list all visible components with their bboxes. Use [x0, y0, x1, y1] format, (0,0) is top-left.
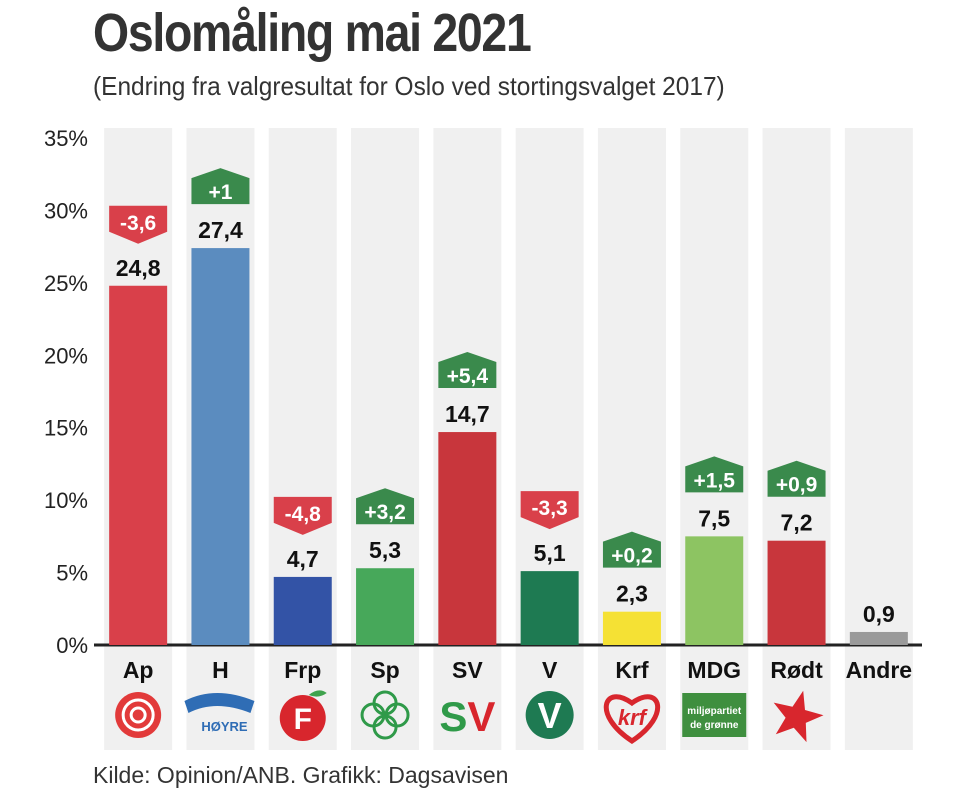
- krf-heart-icon: krf: [603, 694, 661, 744]
- value-label-SV: 14,7: [445, 401, 490, 427]
- value-label-H: 27,4: [198, 217, 243, 243]
- clover-leaf: [360, 702, 386, 728]
- venstre-circle: [525, 691, 574, 739]
- party-label-Krf: Krf: [615, 657, 649, 683]
- venstre-letter: V: [538, 695, 562, 736]
- mdg-box: [682, 693, 747, 737]
- change-badge-V: [520, 491, 579, 530]
- rodt-star-icon: [773, 690, 824, 743]
- venstre-logo: V: [525, 691, 574, 739]
- change-label-MDG: +1,5: [694, 469, 736, 492]
- change-badge-Frp: [273, 496, 332, 535]
- change-label-SV: +5,4: [447, 365, 489, 388]
- change-badge-Ap: [109, 205, 168, 244]
- change-badge-MDG: [685, 456, 744, 493]
- value-label-Sp: 5,3: [369, 537, 401, 563]
- party-label-MDG: MDG: [687, 657, 741, 683]
- hoyre-swoosh: [184, 693, 255, 713]
- change-badge-H: [191, 168, 250, 205]
- rodt-star: [773, 690, 824, 743]
- bar-MDG: [685, 536, 744, 645]
- value-label-Ap: 24,8: [116, 255, 161, 281]
- value-label-MDG: 7,5: [698, 505, 730, 531]
- change-badges: -3,6 +1 -4,8 +3,2 +5,4 -3,3 +0,2 +1,5 +0,9: [109, 168, 826, 568]
- mdg-text-line2: de grønne: [690, 720, 739, 731]
- y-tick-label: 15%: [44, 416, 88, 441]
- change-badge-Sp: [356, 488, 415, 525]
- change-label-Sp: +3,2: [364, 501, 405, 524]
- value-label-V: 5,1: [534, 540, 566, 566]
- change-label-H: +1: [208, 181, 232, 204]
- change-badge-SV: [438, 352, 497, 389]
- source-note: Kilde: Opinion/ANB. Grafikk: Dagsavisen: [93, 762, 509, 788]
- y-tick-label: 0%: [56, 633, 88, 658]
- change-label-Rødt: +0,9: [776, 474, 817, 497]
- bar-Andre: [849, 631, 908, 645]
- value-label-Krf: 2,3: [616, 581, 648, 607]
- krf-heart: [603, 694, 661, 744]
- bar-Rødt: [767, 540, 826, 645]
- mdg-text-line1: miljøpartiet: [687, 706, 742, 717]
- bar-Frp: [273, 576, 332, 645]
- bars: [109, 248, 908, 645]
- party-label-Rødt: Rødt: [770, 657, 823, 683]
- change-label-Ap: -3,6: [120, 212, 156, 235]
- party-label-Andre: Andre: [846, 657, 912, 683]
- bar-H: [191, 248, 250, 645]
- sv-text: SV: [439, 693, 495, 740]
- party-label-H: H: [212, 657, 229, 683]
- y-tick-label: 20%: [44, 343, 88, 368]
- apple-leaf: [308, 690, 327, 697]
- y-tick-label: 25%: [44, 271, 88, 296]
- sv-logo: SV: [439, 693, 495, 740]
- mdg-logo: miljøpartiet de grønne: [682, 693, 747, 737]
- krf-text: krf: [618, 705, 649, 730]
- bar-Krf: [602, 611, 661, 645]
- change-label-V: -3,3: [532, 497, 568, 520]
- y-tick-label: 35%: [44, 126, 88, 151]
- y-tick-label: 30%: [44, 198, 88, 223]
- bar-Sp: [356, 568, 415, 645]
- change-badge-Rødt: [767, 460, 826, 497]
- change-label-Frp: -4,8: [285, 503, 322, 526]
- party-label-V: V: [542, 657, 558, 683]
- bar-SV: [438, 432, 497, 645]
- party-label-Ap: Ap: [123, 657, 154, 683]
- chart-title: Oslomåling mai 2021: [93, 3, 532, 63]
- apple-body: [279, 695, 326, 741]
- rose-ring: [121, 698, 155, 732]
- y-tick-label: 10%: [44, 488, 88, 513]
- value-label-Andre: 0,9: [863, 601, 895, 627]
- bar-V: [520, 571, 579, 645]
- frp-letter: F: [294, 703, 312, 736]
- party-labels: Ap H Frp Sp SV V Krf MDG Rødt Andre: [123, 657, 912, 683]
- value-labels: 24,8 27,4 4,7 5,3 14,7 5,1 2,3 7,5 7,2 0,9: [116, 217, 895, 627]
- chart-subtitle: (Endring fra valgresultat for Oslo ved s…: [93, 71, 725, 101]
- value-label-Rødt: 7,2: [781, 510, 813, 536]
- change-badge-Krf: [602, 531, 661, 568]
- sp-clover-icon: [360, 690, 410, 740]
- hoyre-text: HØYRE: [201, 719, 248, 734]
- change-label-Krf: +0,2: [611, 545, 652, 568]
- party-label-Sp: Sp: [370, 657, 399, 683]
- ap-rose-icon: [115, 692, 162, 738]
- y-tick-label: 5%: [56, 561, 88, 586]
- hoyre-logo: HØYRE: [184, 693, 255, 734]
- bar-Ap: [109, 285, 168, 645]
- party-label-SV: SV: [452, 657, 483, 683]
- rose-center: [129, 706, 147, 724]
- value-label-Frp: 4,7: [287, 546, 319, 572]
- party-label-Frp: Frp: [284, 657, 321, 683]
- frp-apple-icon: F: [279, 690, 327, 741]
